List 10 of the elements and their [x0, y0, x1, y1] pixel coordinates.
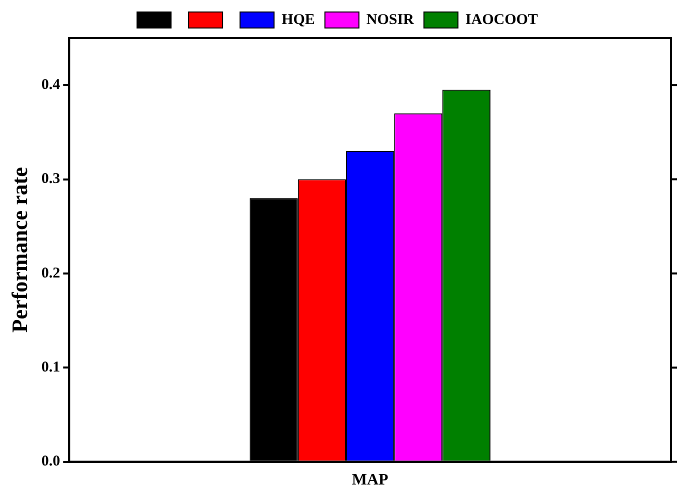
legend-label: HQE — [282, 12, 315, 28]
legend-label: IAOCOOT — [465, 12, 538, 28]
y-tick-label: 0.1 — [41, 359, 60, 376]
y-axis-title: Performance rate — [6, 166, 32, 333]
legend-label: NOSIR — [366, 12, 414, 28]
x-tick-label: MAP — [352, 472, 389, 489]
y-tick-label: 0.0 — [41, 454, 60, 470]
y-tick-label: 0.4 — [41, 76, 61, 93]
y-tick-label: 0.3 — [41, 171, 60, 188]
y-tick-label: 0.2 — [41, 265, 60, 282]
